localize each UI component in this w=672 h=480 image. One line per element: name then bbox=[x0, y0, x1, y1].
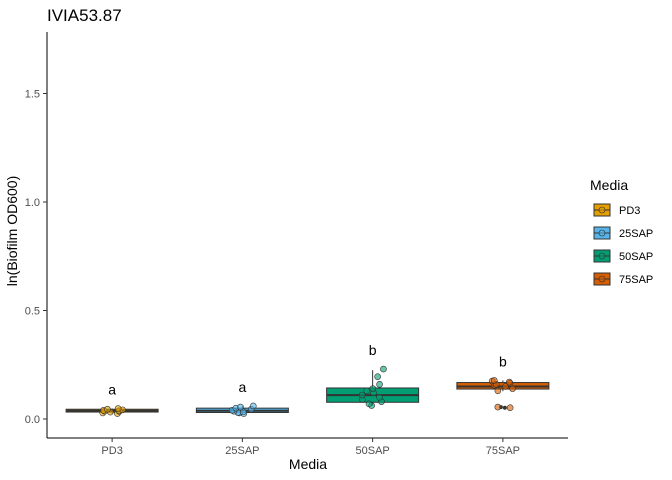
data-point bbox=[376, 380, 383, 388]
legend-swatch-point bbox=[598, 252, 606, 260]
significance-label: b bbox=[369, 342, 377, 358]
data-point bbox=[249, 402, 257, 410]
legend-swatch-point bbox=[598, 229, 606, 237]
legend: Media PD3 25SAP 50SAP 75SAP bbox=[590, 177, 653, 286]
box-group-75sap: b bbox=[456, 353, 550, 412]
outlier-point bbox=[502, 405, 507, 410]
data-point bbox=[509, 385, 516, 392]
data-point bbox=[494, 387, 502, 395]
significance-label: a bbox=[108, 382, 116, 398]
plot-area: a a b b bbox=[65, 342, 550, 417]
box-group-50sap: b bbox=[326, 342, 420, 409]
data-point bbox=[374, 373, 381, 380]
data-point bbox=[358, 391, 366, 399]
box-group-25sap: a bbox=[195, 379, 289, 417]
y-tick-label: 0.0 bbox=[25, 414, 40, 426]
data-point bbox=[505, 378, 513, 386]
legend-item-75sap: 75SAP bbox=[593, 272, 653, 286]
x-tick-label: 75SAP bbox=[486, 445, 520, 457]
data-point bbox=[502, 383, 509, 390]
x-tick-label: 25SAP bbox=[225, 445, 259, 457]
axes: 0.0 0.5 1.0 1.5 PD3 25SAP 50SAP 75SAP bbox=[25, 32, 568, 457]
data-point bbox=[365, 400, 373, 408]
y-tick-label: 1.5 bbox=[25, 89, 40, 101]
box-group-pd3: a bbox=[65, 382, 159, 417]
legend-item-pd3: PD3 bbox=[593, 203, 640, 217]
x-tick-label: PD3 bbox=[101, 445, 122, 457]
chart-title: IVIA53.87 bbox=[47, 6, 122, 25]
legend-swatch-point bbox=[598, 275, 606, 283]
significance-label: a bbox=[238, 379, 246, 395]
data-point bbox=[490, 377, 498, 384]
legend-label: 25SAP bbox=[619, 228, 653, 240]
data-point bbox=[494, 403, 502, 411]
x-axis-title: Media bbox=[289, 456, 327, 472]
data-point bbox=[114, 405, 122, 412]
y-tick-label: 0.5 bbox=[25, 306, 40, 318]
legend-item-25sap: 25SAP bbox=[593, 226, 653, 240]
data-point bbox=[506, 404, 514, 412]
data-point bbox=[376, 393, 383, 401]
data-point bbox=[369, 385, 377, 392]
legend-label: 75SAP bbox=[619, 274, 653, 286]
data-point bbox=[104, 405, 111, 413]
significance-label: b bbox=[499, 353, 507, 369]
legend-title: Media bbox=[590, 177, 628, 193]
legend-label: 50SAP bbox=[619, 251, 653, 263]
y-tick-label: 1.0 bbox=[25, 197, 40, 209]
x-tick-label: 50SAP bbox=[356, 445, 390, 457]
data-point bbox=[380, 365, 387, 373]
legend-item-50sap: 50SAP bbox=[593, 249, 653, 263]
y-axis-title: ln(Biofilm OD600) bbox=[4, 176, 20, 286]
data-point bbox=[237, 403, 244, 411]
legend-label: PD3 bbox=[619, 205, 640, 217]
legend-swatch-point bbox=[598, 206, 606, 214]
data-point bbox=[363, 387, 371, 395]
